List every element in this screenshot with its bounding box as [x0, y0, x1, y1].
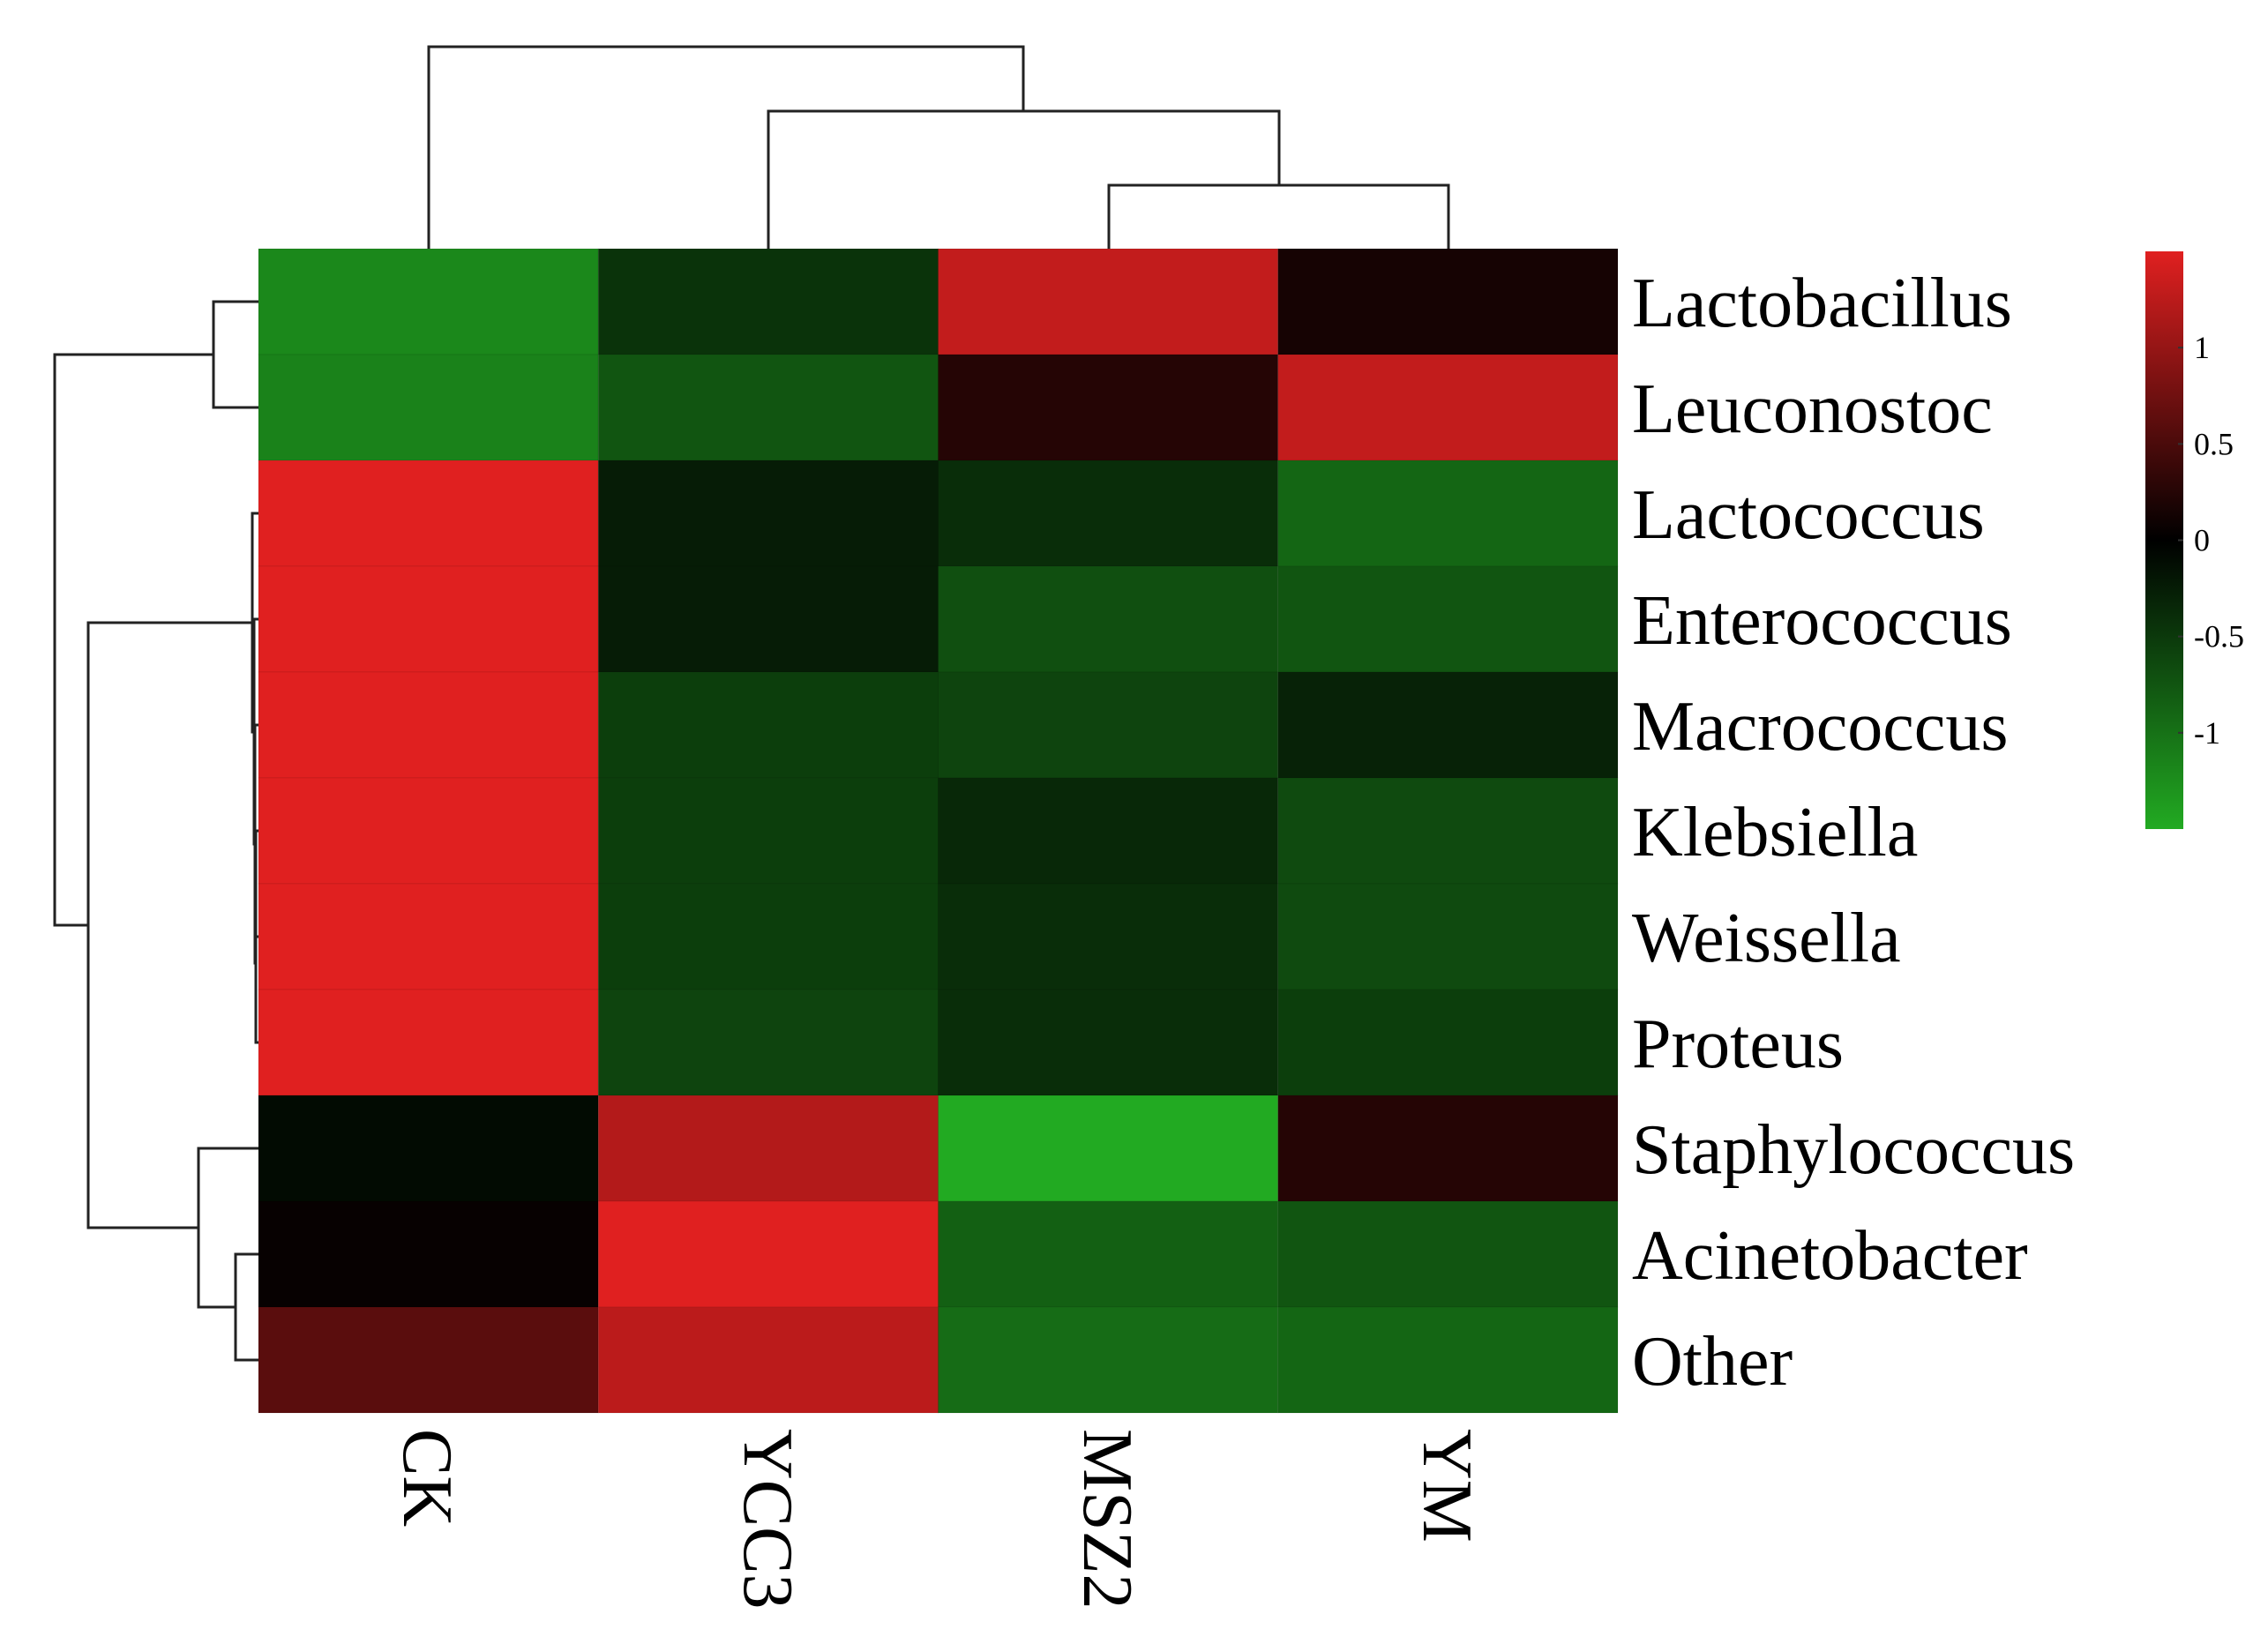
heatmap-cell-enterococcus-msz2	[938, 565, 1279, 673]
row-label-weissella: Weissella	[1632, 900, 1901, 977]
colorbar-tick-label: 0	[2194, 523, 2210, 558]
colorbar-tick-label: -1	[2194, 715, 2220, 751]
colorbar-ticks: 1 0.5 0 -0.5 -1	[2178, 330, 2244, 751]
row-label-other: Other	[1632, 1323, 1793, 1401]
column-labels: CK YCC3 MSZ2 YM	[388, 1429, 1486, 1610]
colorbar-tick-label: 0.5	[2194, 426, 2234, 461]
heatmap-cell-klebsiella-ck	[258, 777, 599, 885]
heatmap-cell-staphylococcus-ycc3	[597, 1095, 939, 1202]
colorbar-tick-label: 1	[2194, 330, 2210, 365]
row-label-acinetobacter: Acinetobacter	[1632, 1217, 2028, 1295]
col-label-msz2: MSZ2	[1068, 1429, 1146, 1610]
heatmap-cell-acinetobacter-msz2	[938, 1200, 1279, 1308]
heatmap-cell-lactobacillus-ck	[258, 248, 599, 355]
row-label-staphylococcus: Staphylococcus	[1632, 1111, 2075, 1189]
heatmap-cell-macrococcus-ck	[258, 671, 599, 779]
heatmap-cell-klebsiella-ycc3	[597, 777, 939, 885]
row-dendro-branch-root	[53, 353, 213, 927]
heatmap-cell-enterococcus-ycc3	[597, 565, 939, 673]
row-label-lactococcus: Lactococcus	[1632, 476, 1985, 554]
heatmap-cell-other-ycc3	[597, 1306, 939, 1414]
heatmap-cell-acinetobacter-ym	[1277, 1200, 1619, 1308]
heatmap-cell-leuconostoc-ycc3	[597, 354, 939, 461]
heatmap-cell-other-msz2	[938, 1306, 1279, 1414]
heatmap-cell-weissella-msz2	[938, 883, 1279, 990]
heatmap-cell-staphylococcus-ym	[1277, 1095, 1619, 1202]
col-dendro-branch-root	[427, 45, 1025, 249]
heatmap-cell-acinetobacter-ycc3	[597, 1200, 939, 1308]
heatmap-cell-leuconostoc-msz2	[938, 354, 1279, 461]
heatmap-cell-macrococcus-msz2	[938, 671, 1279, 779]
heatmap-cell-leuconostoc-ck	[258, 354, 599, 461]
row-dendro-branch-staph-cluster	[197, 1147, 258, 1309]
heatmap-cell-leuconostoc-ym	[1277, 354, 1619, 461]
row-label-macrococcus: Macrococcus	[1632, 688, 2008, 766]
heatmap-cell-staphylococcus-msz2	[938, 1095, 1279, 1202]
heatmap-cell-lactococcus-ycc3	[597, 460, 939, 567]
row-dendro-branch-lacto-leucon	[212, 300, 258, 409]
heatmap-cell-klebsiella-ym	[1277, 777, 1619, 885]
heatmap-cell-other-ck	[258, 1306, 599, 1414]
heatmap-cell-proteus-ycc3	[597, 989, 939, 1096]
heatmap-cell-klebsiella-msz2	[938, 777, 1279, 885]
heatmap-cell-enterococcus-ck	[258, 565, 599, 673]
row-dendro-branch-ck-cluster	[86, 621, 252, 1229]
heatmap-cell-weissella-ym	[1277, 883, 1619, 990]
colorbar-tick-label: -0.5	[2194, 619, 2244, 654]
heatmap-cell-weissella-ycc3	[597, 883, 939, 990]
column-dendrogram	[427, 45, 1450, 249]
heatmap-cell-lactococcus-msz2	[938, 460, 1279, 567]
heatmap-cell-proteus-ck	[258, 989, 599, 1096]
row-label-proteus: Proteus	[1632, 1005, 1844, 1083]
heatmap-cell-weissella-ck	[258, 883, 599, 990]
heatmap-cell-macrococcus-ym	[1277, 671, 1619, 779]
heatmap-cell-lactococcus-ck	[258, 460, 599, 567]
row-label-lactobacillus: Lactobacillus	[1632, 265, 2012, 342]
col-label-ck: CK	[388, 1429, 466, 1527]
col-dendro-branch-ycc3-cluster	[767, 109, 1281, 249]
heatmap-cells	[258, 248, 1619, 1414]
col-label-ym: YM	[1408, 1429, 1486, 1543]
colorbar: 1 0.5 0 -0.5 -1	[2145, 251, 2244, 829]
row-dendrogram	[53, 300, 258, 1362]
row-label-leuconostoc: Leuconostoc	[1632, 370, 1993, 448]
heatmap-cell-acinetobacter-ck	[258, 1200, 599, 1308]
heatmap-cell-enterococcus-ym	[1277, 565, 1619, 673]
row-dendro-branch-acin-other	[234, 1252, 258, 1362]
heatmap-cell-macrococcus-ycc3	[597, 671, 939, 779]
row-label-klebsiella: Klebsiella	[1632, 794, 1918, 871]
col-label-ycc3: YCC3	[729, 1429, 806, 1610]
heatmap-cell-lactobacillus-ym	[1277, 248, 1619, 355]
heatmap-cell-lactococcus-ym	[1277, 460, 1619, 567]
heatmap-cell-other-ym	[1277, 1306, 1619, 1414]
heatmap-cell-proteus-ym	[1277, 989, 1619, 1096]
heatmap-cell-lactobacillus-msz2	[938, 248, 1279, 355]
colorbar-gradient	[2145, 251, 2183, 829]
heatmap-cell-lactobacillus-ycc3	[597, 248, 939, 355]
row-labels: Lactobacillus Leuconostoc Lactococcus En…	[1632, 265, 2075, 1401]
col-dendro-branch-msz2-ym	[1107, 183, 1450, 249]
row-label-enterococcus: Enterococcus	[1632, 582, 2012, 660]
heatmap-cell-staphylococcus-ck	[258, 1095, 599, 1202]
heatmap-cell-proteus-msz2	[938, 989, 1279, 1096]
